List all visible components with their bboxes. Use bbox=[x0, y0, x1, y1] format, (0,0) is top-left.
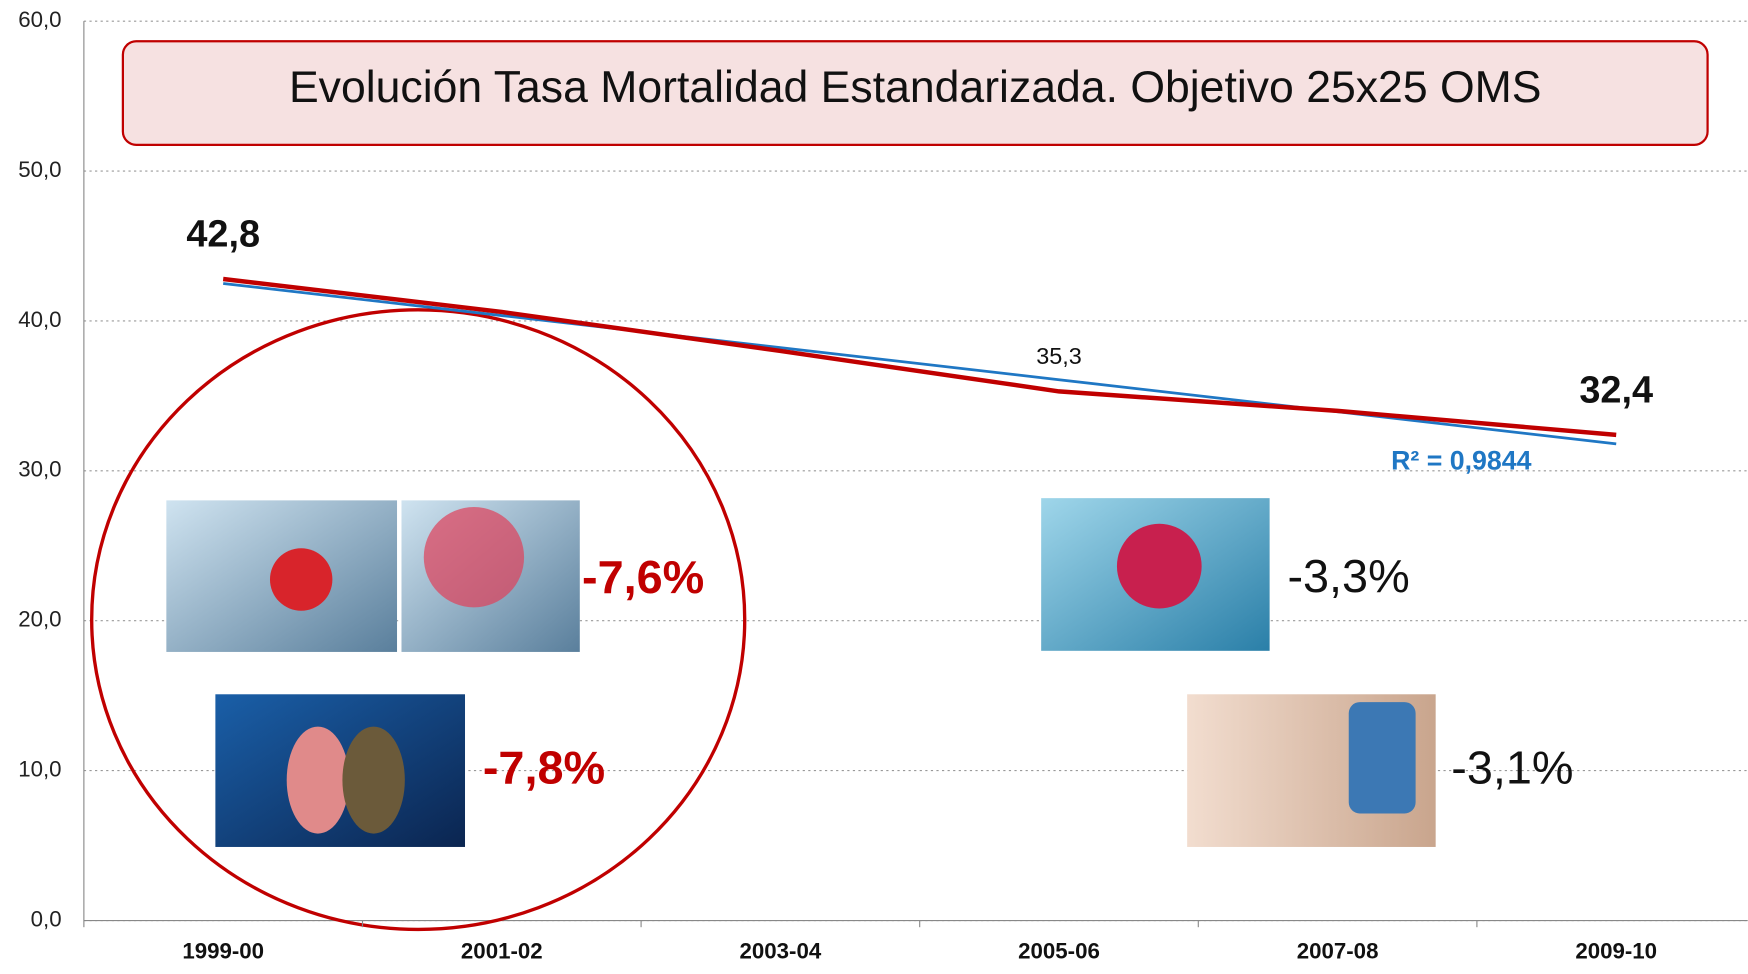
data-line bbox=[222, 276, 1617, 438]
x-tick-label: 2001-02 bbox=[461, 939, 543, 964]
lung-left bbox=[286, 726, 350, 834]
annotation: -7,6% bbox=[582, 551, 704, 603]
x-tick-label: 2005-06 bbox=[1018, 939, 1100, 964]
title-box bbox=[121, 40, 1709, 146]
trend-line bbox=[223, 282, 1617, 446]
brain-icon bbox=[423, 507, 525, 608]
x-tick-label: 2009-10 bbox=[1575, 939, 1657, 964]
annotation: -7,8% bbox=[483, 742, 605, 794]
cancer-cell bbox=[1116, 523, 1202, 609]
annotation: -3,1% bbox=[1451, 742, 1573, 794]
data-label: 42,8 bbox=[186, 214, 260, 256]
x-tick-label: 2007-08 bbox=[1297, 939, 1379, 964]
y-tick-label: 10,0 bbox=[18, 757, 61, 782]
y-tick-label: 60,0 bbox=[18, 7, 61, 32]
y-tick-label: 50,0 bbox=[18, 157, 61, 182]
x-tick-label: 2003-04 bbox=[740, 939, 822, 964]
data-label: 35,3 bbox=[1036, 343, 1082, 369]
annotation: -3,3% bbox=[1287, 550, 1409, 602]
r2-label: R² = 0,9844 bbox=[1391, 446, 1532, 476]
y-tick-label: 40,0 bbox=[18, 307, 61, 332]
y-tick-label: 20,0 bbox=[18, 607, 61, 632]
data-label: 32,4 bbox=[1579, 370, 1653, 412]
y-tick-label: 30,0 bbox=[18, 457, 61, 482]
x-tick-label: 1999-00 bbox=[182, 939, 264, 964]
lung-right bbox=[342, 726, 405, 834]
glucose-meter bbox=[1348, 702, 1416, 814]
chart-title: Evolución Tasa Mortalidad Estandarizada.… bbox=[289, 63, 1542, 112]
y-tick-label: 0,0 bbox=[31, 906, 62, 931]
highlight-circle bbox=[90, 308, 747, 932]
heart-icon bbox=[269, 548, 333, 611]
